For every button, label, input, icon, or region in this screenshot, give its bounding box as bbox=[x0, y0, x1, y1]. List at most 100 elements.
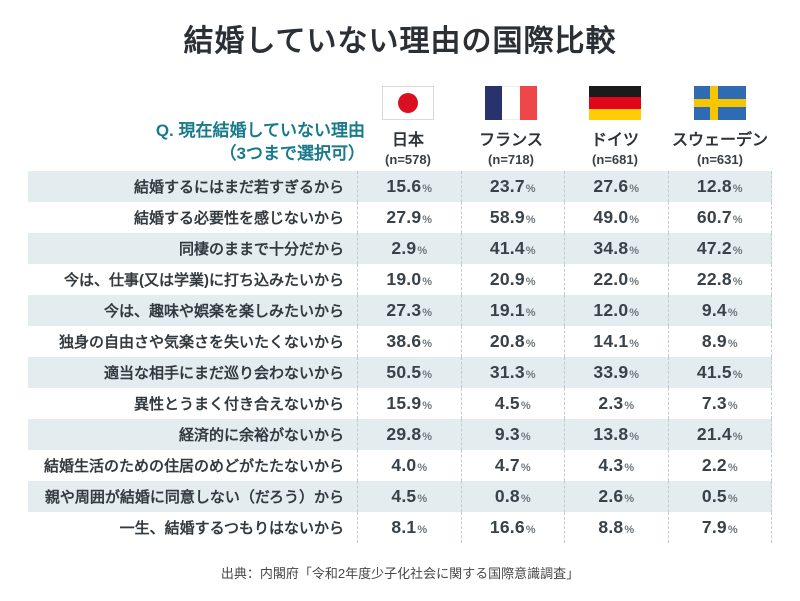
percent-sign: % bbox=[727, 338, 738, 350]
country-name: ドイツ bbox=[590, 132, 639, 149]
percent-sign: % bbox=[732, 214, 743, 226]
value-number: 4.3 bbox=[598, 455, 624, 475]
value-number: 8.1 bbox=[391, 517, 417, 537]
percent-sign: % bbox=[417, 493, 428, 505]
value-number: 2.6 bbox=[598, 486, 624, 506]
comparison-table: 結婚するにはまだ若すぎるから 15.6% 23.7% 27.6% 12.8% 結… bbox=[28, 171, 772, 543]
row-label: 結婚するにはまだ若すぎるから bbox=[133, 179, 344, 196]
value-cell: 14.1% bbox=[564, 326, 668, 357]
percent-sign: % bbox=[525, 276, 536, 288]
value-cell: 8.9% bbox=[667, 326, 772, 357]
percent-sign: % bbox=[629, 245, 640, 257]
value-number: 29.8 bbox=[386, 424, 422, 444]
percent-sign: % bbox=[525, 183, 536, 195]
percent-sign: % bbox=[732, 245, 743, 257]
sample-size: (n=681) bbox=[592, 152, 638, 167]
value-number: 20.9 bbox=[489, 269, 525, 289]
value-number: 19.1 bbox=[489, 300, 525, 320]
value-number: 8.8 bbox=[598, 517, 624, 537]
value-cell: 7.3% bbox=[667, 388, 772, 419]
percent-sign: % bbox=[727, 493, 738, 505]
value-number: 50.5 bbox=[386, 362, 422, 382]
value-cell: 7.9% bbox=[667, 512, 772, 543]
value-cell: 4.0% bbox=[357, 450, 461, 481]
page-title: 結婚していない理由の国際比較 bbox=[183, 25, 617, 58]
percent-sign: % bbox=[732, 183, 743, 195]
value-number: 22.8 bbox=[696, 269, 732, 289]
percent-sign: % bbox=[422, 276, 433, 288]
value-cell: 19.0% bbox=[357, 264, 461, 295]
percent-sign: % bbox=[624, 462, 635, 474]
value-number: 49.0 bbox=[593, 207, 629, 227]
table-row: 一生、結婚するつもりはないから 8.1% 16.6% 8.8% 7.9% bbox=[28, 512, 772, 543]
table-row: 独身の自由さや気楽さを失いたくないから 38.6% 20.8% 14.1% 8.… bbox=[28, 326, 772, 357]
percent-sign: % bbox=[422, 431, 433, 443]
value-number: 14.1 bbox=[593, 331, 629, 351]
value-number: 9.3 bbox=[494, 424, 520, 444]
value-number: 33.9 bbox=[593, 362, 629, 382]
value-cell: 15.9% bbox=[357, 388, 461, 419]
value-cell: 38.6% bbox=[357, 326, 461, 357]
value-cell: 60.7% bbox=[667, 202, 772, 233]
percent-sign: % bbox=[520, 431, 531, 443]
source-citation: 出典：内閣府「令和2年度少子化社会に関する国際意識調査」 bbox=[220, 566, 580, 581]
row-label: 異性とうまく付き合えないから bbox=[133, 396, 344, 413]
value-cell: 27.3% bbox=[357, 295, 461, 326]
column-header-germany: ドイツ (n=681) bbox=[555, 86, 675, 167]
percent-sign: % bbox=[520, 462, 531, 474]
row-label: 親や周囲が結婚に同意しない（だろう）から bbox=[44, 489, 344, 506]
value-cell: 41.5% bbox=[667, 357, 772, 388]
row-label: 一生、結婚するつもりはないから bbox=[119, 520, 344, 537]
value-cell: 19.1% bbox=[460, 295, 565, 326]
value-cell: 13.8% bbox=[564, 419, 668, 450]
value-cell: 12.8% bbox=[667, 171, 772, 202]
table-row: 今は、仕事(又は学業)に打ち込みたいから 19.0% 20.9% 22.0% 2… bbox=[28, 264, 772, 295]
percent-sign: % bbox=[417, 524, 428, 536]
percent-sign: % bbox=[525, 307, 536, 319]
sample-size: (n=718) bbox=[488, 152, 534, 167]
percent-sign: % bbox=[525, 369, 536, 381]
question-line-1: Q. 現在結婚していない理由 bbox=[155, 121, 365, 140]
country-name: フランス bbox=[479, 132, 543, 149]
value-cell: 0.5% bbox=[667, 481, 772, 512]
percent-sign: % bbox=[422, 307, 433, 319]
value-number: 15.6 bbox=[386, 176, 422, 196]
table-row: 経済的に余裕がないから 29.8% 9.3% 13.8% 21.4% bbox=[28, 419, 772, 450]
sample-size: (n=631) bbox=[697, 152, 743, 167]
table-row: 結婚生活のための住居のめどがたたないから 4.0% 4.7% 4.3% 2.2% bbox=[28, 450, 772, 481]
percent-sign: % bbox=[629, 307, 640, 319]
percent-sign: % bbox=[629, 214, 640, 226]
row-label: 今は、仕事(又は学業)に打ち込みたいから bbox=[64, 272, 344, 289]
value-number: 0.5 bbox=[701, 486, 727, 506]
value-number: 41.5 bbox=[696, 362, 732, 382]
percent-sign: % bbox=[624, 524, 635, 536]
column-header-sweden: スウェーデン (n=631) bbox=[660, 86, 780, 167]
value-number: 27.9 bbox=[386, 207, 422, 227]
value-cell: 0.8% bbox=[460, 481, 565, 512]
value-number: 8.9 bbox=[701, 331, 727, 351]
row-label: 結婚生活のための住居のめどがたたないから bbox=[43, 458, 344, 475]
value-number: 4.5 bbox=[391, 486, 417, 506]
percent-sign: % bbox=[732, 369, 743, 381]
value-cell: 34.8% bbox=[564, 233, 668, 264]
percent-sign: % bbox=[727, 307, 738, 319]
value-cell: 21.4% bbox=[667, 419, 772, 450]
column-header-france: フランス (n=718) bbox=[451, 86, 571, 167]
sample-size: (n=578) bbox=[385, 152, 431, 167]
table-row: 親や周囲が結婚に同意しない（だろう）から 4.5% 0.8% 2.6% 0.5% bbox=[28, 481, 772, 512]
value-cell: 23.7% bbox=[460, 171, 565, 202]
value-cell: 41.4% bbox=[460, 233, 565, 264]
percent-sign: % bbox=[422, 369, 433, 381]
value-cell: 20.8% bbox=[460, 326, 565, 357]
row-label: 経済的に余裕がないから bbox=[178, 427, 344, 444]
value-number: 7.9 bbox=[701, 517, 727, 537]
value-number: 16.6 bbox=[489, 517, 525, 537]
value-cell: 2.9% bbox=[357, 233, 461, 264]
value-cell: 27.9% bbox=[357, 202, 461, 233]
value-cell: 15.6% bbox=[357, 171, 461, 202]
percent-sign: % bbox=[624, 493, 635, 505]
percent-sign: % bbox=[629, 276, 640, 288]
france-flag-icon bbox=[485, 86, 537, 120]
value-number: 4.5 bbox=[494, 393, 520, 413]
